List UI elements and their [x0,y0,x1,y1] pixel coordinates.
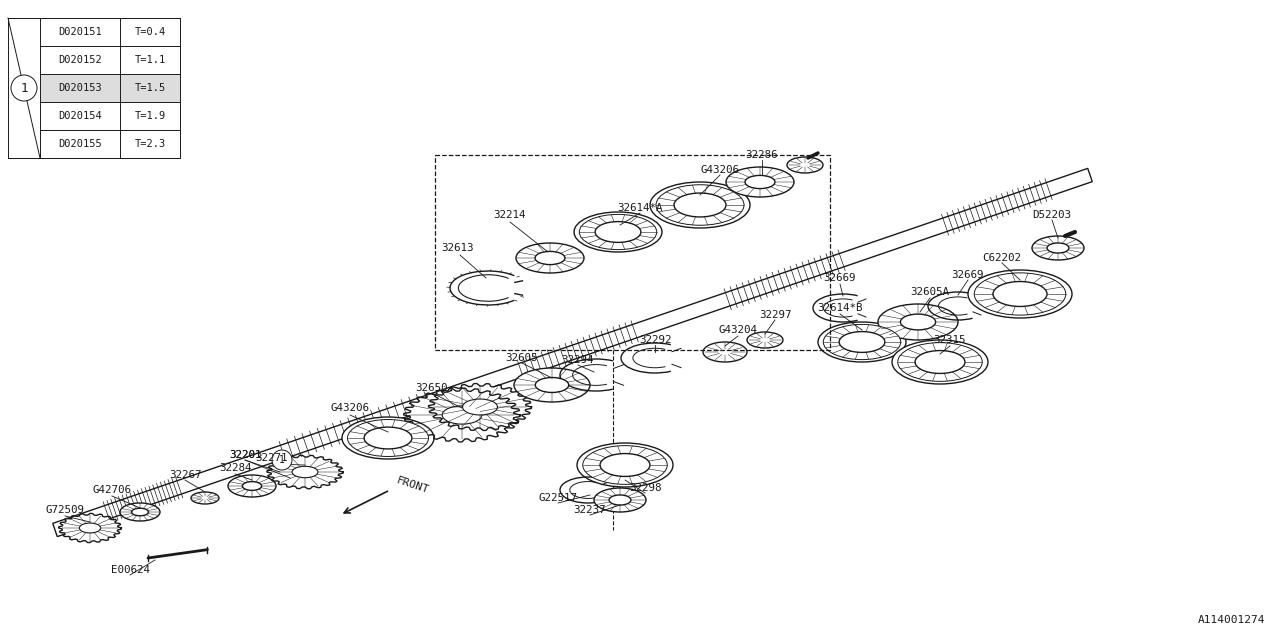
Text: 32214: 32214 [494,210,526,220]
Text: 32292: 32292 [639,335,671,345]
Ellipse shape [12,75,37,101]
Text: A114001274: A114001274 [1198,615,1265,625]
Ellipse shape [573,212,662,252]
Ellipse shape [342,417,434,459]
Ellipse shape [242,481,261,490]
Ellipse shape [132,508,148,516]
Text: 1: 1 [279,455,285,465]
Ellipse shape [515,368,590,402]
Ellipse shape [191,492,219,504]
Text: 32605: 32605 [506,353,539,363]
Text: G22517: G22517 [539,493,577,503]
Text: D020153: D020153 [58,83,102,93]
Text: 32294: 32294 [562,355,594,365]
Bar [435,155,829,350]
Ellipse shape [61,515,118,541]
Ellipse shape [582,445,667,484]
Ellipse shape [535,378,568,392]
Ellipse shape [748,332,783,348]
Ellipse shape [462,399,498,415]
Text: 32201: 32201 [229,450,261,460]
Text: 32614*A: 32614*A [617,203,663,213]
Text: 32284: 32284 [219,463,251,473]
Ellipse shape [79,523,101,533]
Text: 32315: 32315 [933,335,966,345]
Ellipse shape [580,214,657,250]
Text: 32267: 32267 [169,470,201,480]
Text: T=1.9: T=1.9 [134,111,165,121]
Ellipse shape [878,304,957,340]
Text: C62202: C62202 [983,253,1021,263]
Text: T=2.3: T=2.3 [134,139,165,149]
Bar [8,18,180,158]
Text: G42706: G42706 [92,485,132,495]
Text: G43204: G43204 [718,325,758,335]
Text: 1: 1 [20,81,28,95]
Text: D020152: D020152 [58,55,102,65]
Ellipse shape [915,351,965,373]
Ellipse shape [292,467,317,477]
Text: D020151: D020151 [58,27,102,37]
Ellipse shape [726,167,794,197]
Text: 32614*B: 32614*B [817,303,863,313]
Text: 32237: 32237 [573,505,607,515]
Ellipse shape [840,332,884,353]
Ellipse shape [787,157,823,173]
Text: G43206: G43206 [700,165,740,175]
Text: T=1.1: T=1.1 [134,55,165,65]
Polygon shape [52,168,1092,536]
Ellipse shape [594,488,646,512]
Ellipse shape [1047,243,1069,253]
Ellipse shape [273,450,292,470]
Ellipse shape [900,314,936,330]
Text: G72509: G72509 [46,505,84,515]
Ellipse shape [434,386,526,428]
Text: D52203: D52203 [1033,210,1071,220]
Ellipse shape [1032,236,1084,260]
Ellipse shape [823,324,901,360]
Ellipse shape [745,175,774,189]
Text: D020155: D020155 [58,139,102,149]
Text: 32286: 32286 [746,150,778,160]
Ellipse shape [657,185,744,225]
Ellipse shape [535,252,564,264]
Text: 32297: 32297 [759,310,791,320]
Ellipse shape [993,282,1047,307]
Ellipse shape [410,391,515,439]
Ellipse shape [228,475,276,497]
Ellipse shape [818,322,906,362]
Ellipse shape [595,221,641,243]
Text: 32605A: 32605A [910,287,950,297]
Text: 32669: 32669 [952,270,984,280]
Text: T=0.4: T=0.4 [134,27,165,37]
Ellipse shape [516,243,584,273]
Ellipse shape [609,495,631,505]
Text: FRONT: FRONT [396,475,430,495]
Ellipse shape [968,270,1073,318]
Ellipse shape [650,182,750,228]
Ellipse shape [271,457,339,487]
Ellipse shape [897,342,982,381]
Ellipse shape [348,420,429,456]
Ellipse shape [892,340,988,384]
Text: G43206: G43206 [330,403,370,413]
Text: 32650: 32650 [416,383,448,393]
Text: 32613: 32613 [442,243,475,253]
Ellipse shape [364,427,412,449]
Ellipse shape [675,193,726,217]
Text: E00624: E00624 [110,565,150,575]
Text: D020154: D020154 [58,111,102,121]
Ellipse shape [600,454,650,476]
Bar [40,74,180,102]
Ellipse shape [974,273,1066,315]
Text: 32271: 32271 [256,453,288,463]
Text: T=1.5: T=1.5 [134,83,165,93]
Ellipse shape [703,342,748,362]
Ellipse shape [577,443,673,487]
Text: 32298: 32298 [628,483,662,493]
Text: 32201: 32201 [229,450,261,460]
Ellipse shape [443,406,481,424]
Text: 32669: 32669 [824,273,856,283]
Ellipse shape [120,503,160,521]
